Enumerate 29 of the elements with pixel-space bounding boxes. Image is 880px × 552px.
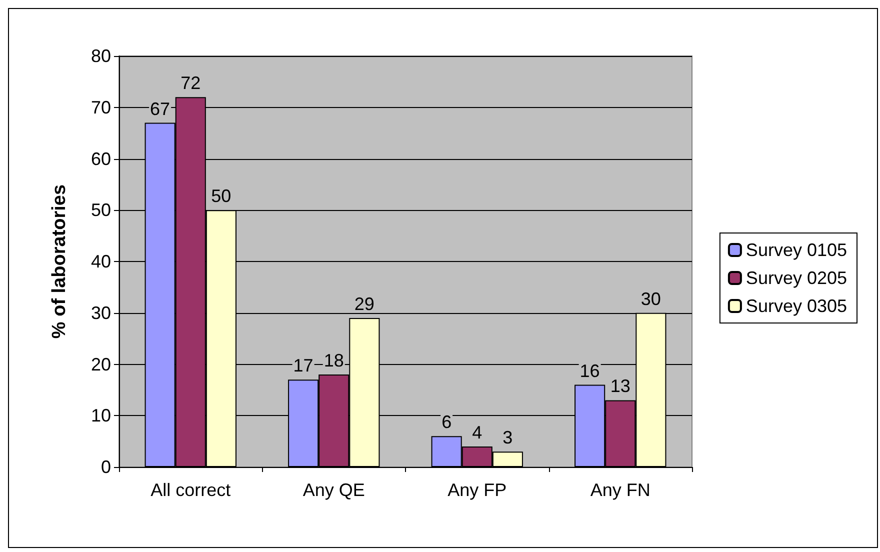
data-label: 16 bbox=[580, 360, 600, 381]
y-tick-label: 10 bbox=[90, 406, 111, 426]
y-tick-label: 70 bbox=[90, 97, 111, 118]
data-label: 18 bbox=[324, 350, 344, 371]
y-tick-label: 30 bbox=[90, 302, 111, 323]
data-label: 29 bbox=[354, 294, 374, 314]
data-label: 72 bbox=[180, 73, 201, 94]
x-tick-label: Any FP bbox=[448, 480, 507, 500]
x-tick-label: Any FN bbox=[590, 480, 650, 500]
y-tick-label: 80 bbox=[90, 46, 111, 66]
y-tick-label: 0 bbox=[100, 457, 111, 477]
y-tick-label: 50 bbox=[90, 200, 111, 220]
data-label: 4 bbox=[472, 422, 482, 442]
legend-label: Survey 0305 bbox=[746, 296, 848, 316]
data-label: 50 bbox=[211, 186, 232, 206]
y-axis-title: % of laboratories bbox=[49, 184, 70, 339]
y-tick-label: 20 bbox=[90, 354, 111, 374]
legend-label: Survey 0105 bbox=[746, 240, 848, 260]
data-label: 30 bbox=[640, 288, 661, 309]
x-tick-label: All correct bbox=[150, 480, 231, 500]
data-label: 67 bbox=[150, 98, 170, 119]
y-tick-label: 60 bbox=[90, 148, 111, 169]
x-tick-label: Any QE bbox=[302, 480, 365, 500]
data-label: 17 bbox=[293, 356, 314, 376]
data-label: 3 bbox=[502, 428, 513, 448]
legend-label: Survey 0205 bbox=[746, 268, 848, 288]
y-tick-label: 40 bbox=[90, 252, 111, 272]
data-label: 13 bbox=[610, 376, 630, 396]
data-label: 6 bbox=[442, 412, 452, 432]
